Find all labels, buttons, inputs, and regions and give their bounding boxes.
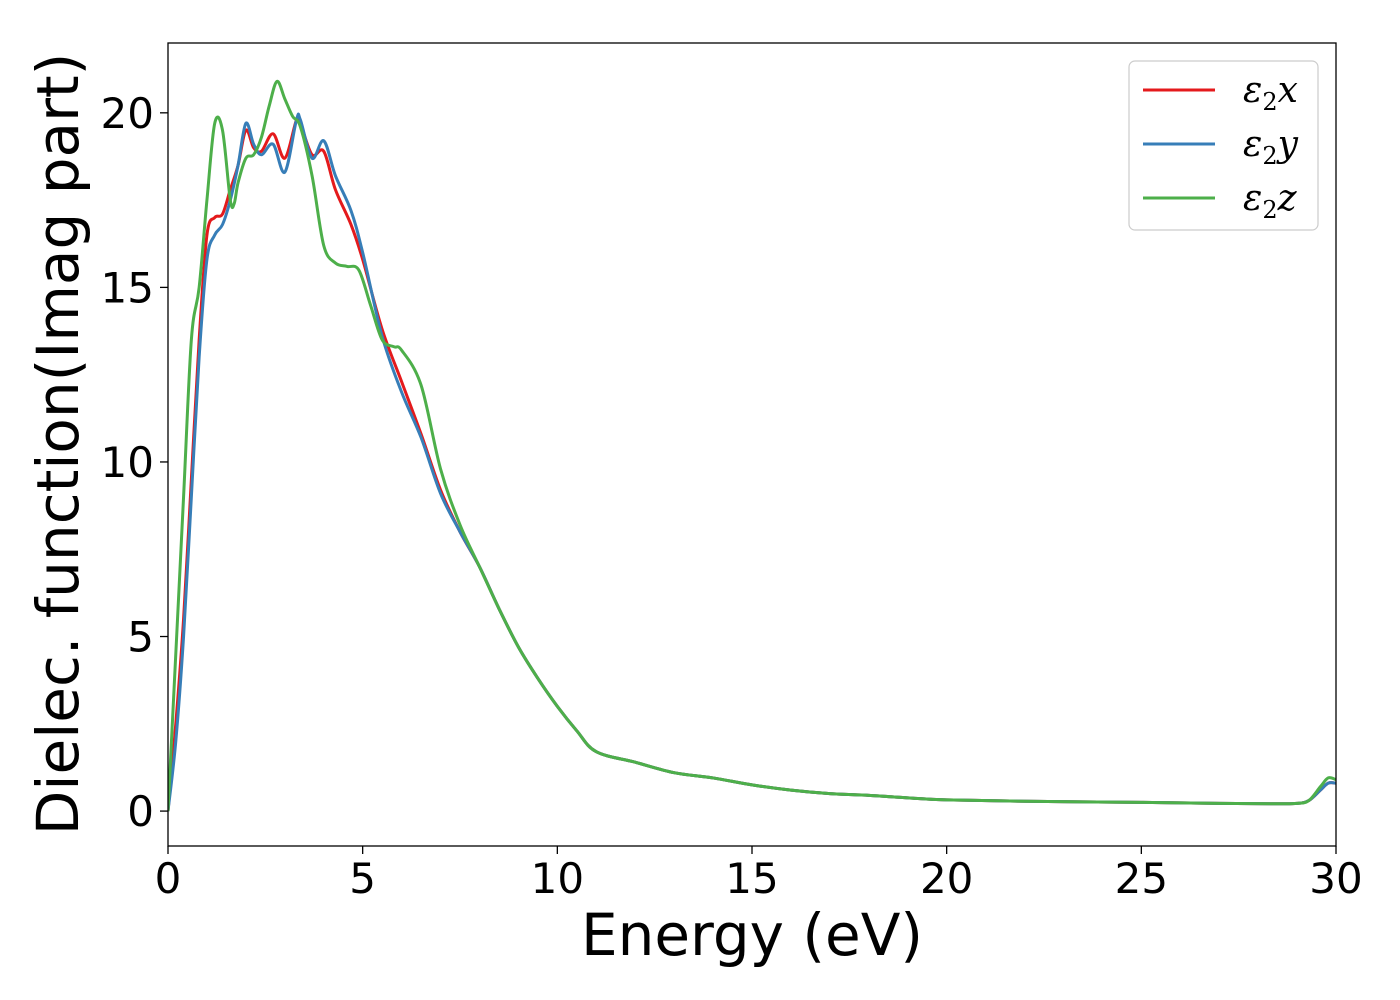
series-line-z bbox=[168, 79, 1336, 812]
x-tick-label: 0 bbox=[155, 854, 182, 903]
x-tick-label: 10 bbox=[531, 854, 584, 903]
y-tick-label: 15 bbox=[101, 263, 154, 312]
legend-label-x: ε2x bbox=[1243, 70, 1298, 116]
x-tick-label: 5 bbox=[349, 854, 376, 903]
y-tick-label: 0 bbox=[127, 787, 154, 836]
x-axis-ticks: 0 5 10 15 20 25 30 bbox=[155, 846, 1363, 903]
legend-label-z: ε2z bbox=[1243, 178, 1298, 224]
y-tick-label: 5 bbox=[127, 613, 154, 662]
x-axis-label: Energy (eV) bbox=[581, 901, 923, 969]
y-axis-ticks: 0 5 10 15 20 bbox=[101, 89, 168, 836]
y-axis-label: Dielec. function(Imag part) bbox=[24, 53, 92, 836]
legend: ε2x ε2y ε2z bbox=[1128, 60, 1319, 231]
plot-frame bbox=[167, 42, 1337, 847]
x-tick-label: 30 bbox=[1309, 854, 1362, 903]
y-tick-label: 20 bbox=[101, 89, 154, 138]
x-tick-label: 15 bbox=[725, 854, 778, 903]
legend-box bbox=[1128, 60, 1319, 231]
y-tick-label: 10 bbox=[101, 438, 154, 487]
legend-label-y: ε2y bbox=[1243, 124, 1299, 170]
x-tick-label: 25 bbox=[1115, 854, 1168, 903]
x-tick-label: 20 bbox=[920, 854, 973, 903]
series-lines bbox=[168, 79, 1336, 812]
